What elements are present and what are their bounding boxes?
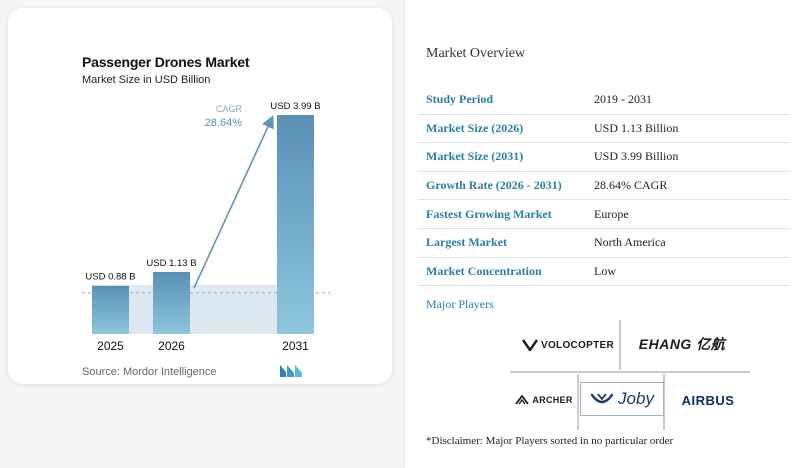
players-grid-lines: [510, 320, 750, 430]
overview-value: Low: [594, 263, 616, 278]
cagr-value: 28.64%: [205, 117, 243, 129]
overview-key: Market Size (2026): [426, 120, 524, 135]
player-logo-joby: Joby: [580, 382, 664, 416]
overview-key: Market Size (2031): [426, 149, 524, 164]
overview-value: Europe: [594, 206, 629, 221]
chart-title: Passenger Drones Market: [82, 54, 250, 70]
category-label-2025: 2025: [97, 339, 124, 353]
bar-2026: [153, 271, 190, 334]
overview-row: Fastest Growing Market Europe: [418, 200, 790, 229]
player-name: Joby: [618, 389, 654, 408]
player-name: AIRBUS: [681, 392, 735, 408]
overview-key: Fastest Growing Market: [426, 206, 552, 221]
overview-table: Study Period 2019 - 2031 Market Size (20…: [418, 86, 790, 287]
player-name: EHANG 亿航: [638, 336, 726, 352]
player-logo-airbus: AIRBUS: [668, 388, 748, 412]
archer-icon: [515, 395, 530, 405]
cagr-arrow: [193, 115, 274, 289]
chart-subtitle: Market Size in USD Billion: [82, 74, 211, 86]
player-name: ARCHER: [532, 395, 573, 405]
overview-key: Largest Market: [426, 235, 507, 250]
overview-row: Market Size (2026) USD 1.13 Billion: [418, 115, 790, 144]
value-label-2026: USD 1.13 B: [146, 258, 196, 269]
player-logo-archer: ARCHER: [512, 388, 576, 412]
player-logo-volocopter: VOLOCOPTER: [518, 330, 618, 360]
category-label-2026: 2026: [158, 339, 185, 353]
cagr-label: CAGR: [216, 104, 243, 114]
overview-row: Market Concentration Low: [418, 258, 790, 287]
bar-2025: [92, 285, 129, 334]
source-note: Source: Mordor Intelligence: [82, 366, 217, 378]
bar-chart: USD 0.88 B 2025 USD 1.13 B 2026 USD 3.99 B 20…: [82, 101, 330, 353]
overview-row: Growth Rate (2026 - 2031) 28.64% CAGR: [418, 172, 790, 201]
overview-key: Market Concentration: [426, 263, 542, 278]
major-players-grid: VOLOCOPTER EHANG 亿航 ARCHER Joby AIRBUS: [510, 318, 750, 430]
mordor-intelligence-logo-icon: [280, 365, 302, 377]
category-label-2031: 2031: [282, 339, 309, 353]
player-logo-ehang: EHANG 亿航: [622, 328, 742, 360]
overview-key: Study Period: [426, 92, 494, 107]
major-players-title: Major Players: [426, 297, 494, 311]
overview-value: 2019 - 2031: [594, 92, 652, 107]
disclaimer: *Disclaimer: Major Players sorted in no …: [426, 435, 674, 447]
overview-value: USD 1.13 Billion: [594, 120, 679, 135]
overview-value: 28.64% CAGR: [594, 178, 668, 193]
overview-value: USD 3.99 Billion: [594, 149, 679, 164]
overview-row: Largest Market North America: [418, 229, 790, 258]
joby-icon: [590, 393, 614, 404]
overview-row: Market Size (2031) USD 3.99 Billion: [418, 143, 790, 172]
overview-key: Growth Rate (2026 - 2031): [426, 178, 562, 193]
volocopter-icon: [522, 339, 538, 352]
bar-2031: [277, 115, 314, 334]
value-label-2025: USD 0.88 B: [85, 272, 135, 283]
overview-row: Study Period 2019 - 2031: [418, 86, 790, 115]
overview-card: [405, 0, 800, 468]
overview-title: Market Overview: [426, 46, 526, 61]
value-label-2031: USD 3.99 B: [270, 101, 320, 112]
overview-value: North America: [594, 235, 666, 250]
player-name: VOLOCOPTER: [540, 339, 614, 351]
